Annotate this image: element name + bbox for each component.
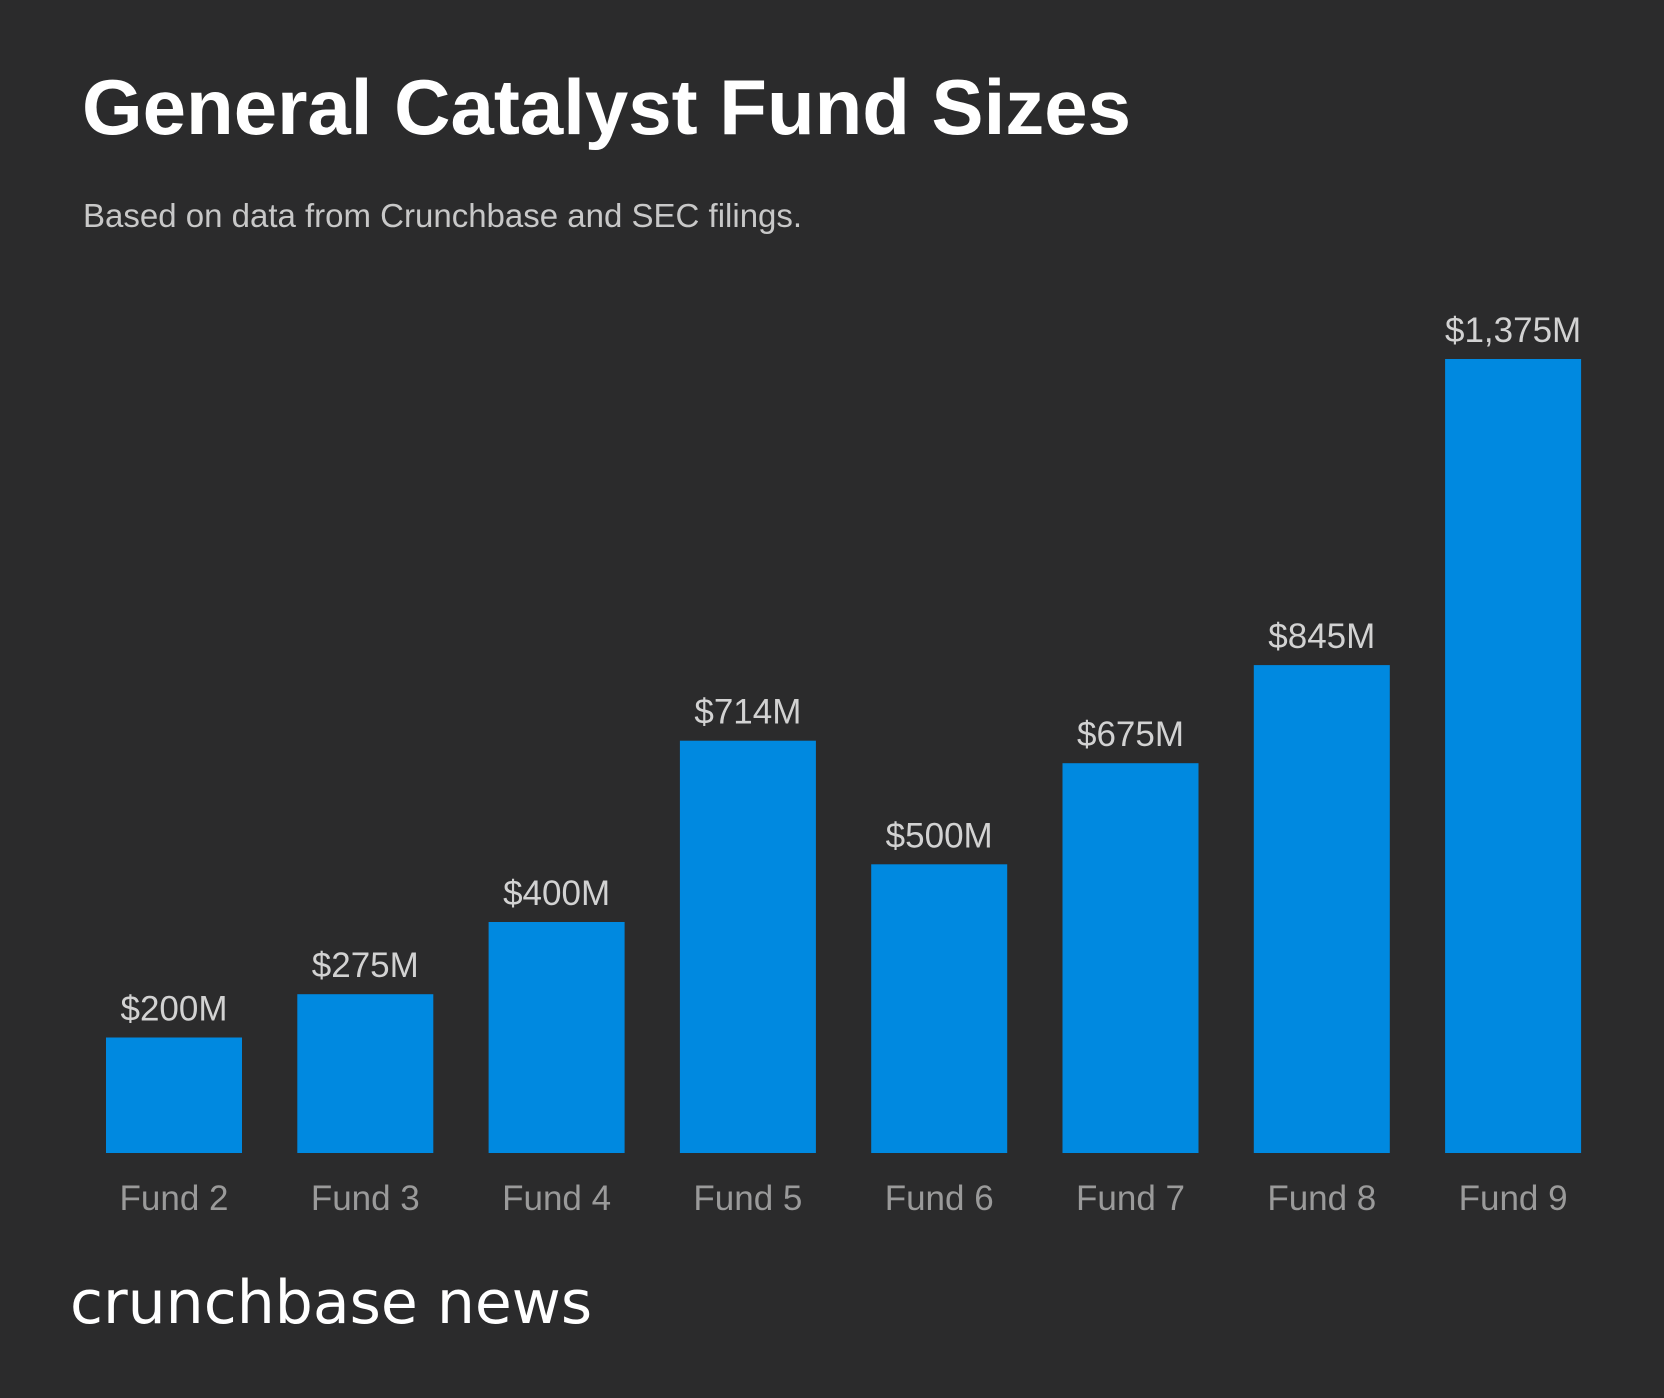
category-label: Fund 2 (120, 1179, 229, 1218)
brand-logo: crunchbase news (70, 1268, 593, 1338)
category-label: Fund 4 (502, 1179, 611, 1218)
category-label: Fund 6 (885, 1179, 994, 1218)
value-label: $500M (886, 816, 993, 855)
bar-fund-4 (488, 922, 625, 1153)
value-label: $1,375M (1445, 311, 1581, 350)
category-label: Fund 8 (1267, 1179, 1376, 1218)
value-label: $200M (120, 990, 227, 1029)
bar-fund-5 (679, 740, 816, 1153)
bar-fund-2 (106, 1037, 242, 1153)
bar-fund-6 (871, 864, 1008, 1153)
value-label: $275M (312, 946, 419, 985)
category-label: Fund 9 (1459, 1179, 1568, 1218)
category-label: Fund 3 (311, 1179, 420, 1218)
category-label: Fund 7 (1076, 1179, 1185, 1218)
chart-title: General Catalyst Fund Sizes (82, 63, 1132, 151)
chart-subtitle: Based on data from Crunchbase and SEC fi… (83, 197, 803, 234)
bar-fund-7 (1062, 763, 1199, 1153)
value-label: $714M (694, 693, 801, 732)
bar-fund-3 (297, 994, 434, 1153)
bar-fund-9 (1445, 359, 1582, 1153)
category-label: Fund 5 (693, 1179, 802, 1218)
value-label: $400M (503, 874, 610, 913)
value-label: $845M (1268, 617, 1375, 656)
value-label: $675M (1077, 715, 1184, 754)
bar-fund-8 (1253, 665, 1390, 1153)
